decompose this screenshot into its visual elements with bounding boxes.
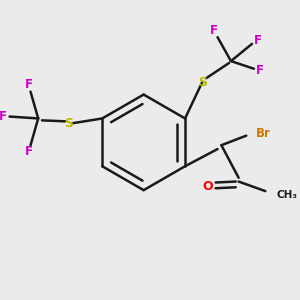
Text: O: O	[203, 180, 213, 193]
Text: S: S	[198, 76, 207, 88]
Text: F: F	[210, 24, 218, 37]
Text: F: F	[256, 64, 264, 77]
Text: CH₃: CH₃	[277, 190, 298, 200]
Text: F: F	[254, 34, 262, 46]
Text: F: F	[25, 146, 33, 158]
Text: F: F	[25, 79, 33, 92]
Text: S: S	[64, 117, 73, 130]
Text: F: F	[0, 110, 7, 123]
Text: Br: Br	[256, 127, 271, 140]
